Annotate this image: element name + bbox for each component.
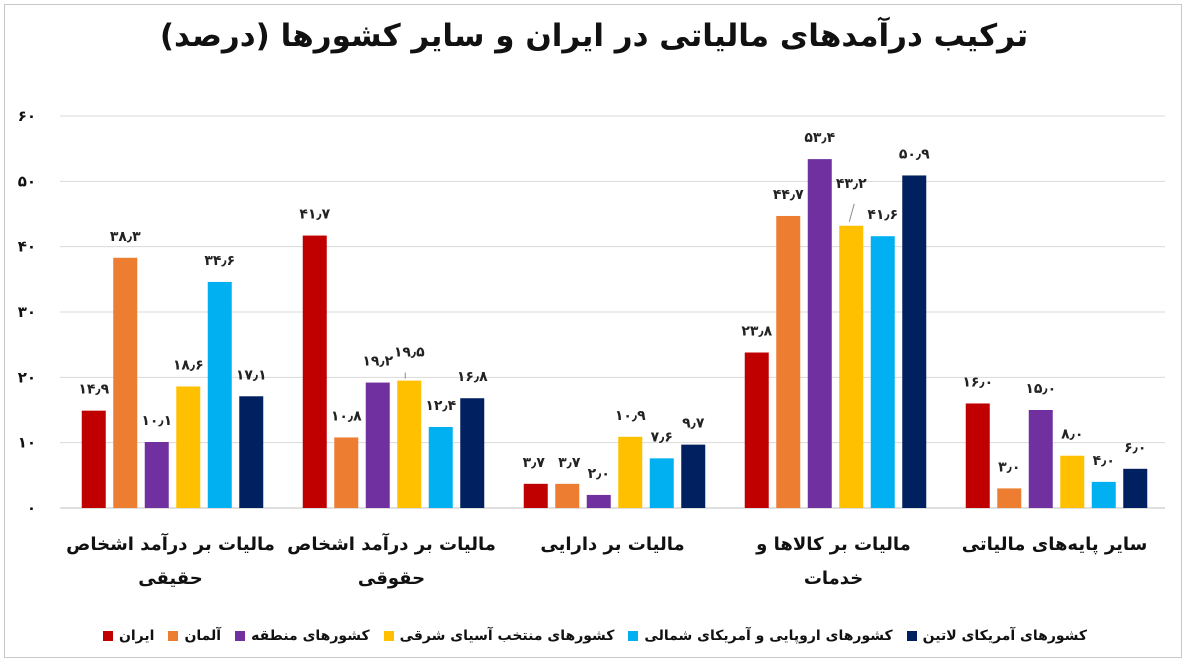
- legend-label: کشورهای آمریکای لاتین: [922, 628, 1088, 644]
- data-label: ۶٫۰: [1124, 440, 1146, 456]
- data-label: ۱۶٫۰: [962, 374, 993, 390]
- legend-swatch: [383, 631, 394, 641]
- legend-item: کشورهای آمریکای لاتین: [906, 628, 1088, 644]
- bar: [807, 159, 832, 508]
- bar: [649, 458, 674, 508]
- bar: [1123, 468, 1148, 508]
- data-label: ۲۳٫۸: [741, 324, 772, 340]
- legend-swatch: [168, 631, 179, 641]
- data-label: ۱۰٫۸: [331, 408, 362, 424]
- data-label: ۳٫۷: [558, 455, 581, 471]
- bar: [744, 352, 769, 508]
- category-label: مالیات بر درآمد اشخاص حقوقی: [287, 534, 496, 589]
- data-label: ۱۲٫۴: [425, 398, 456, 414]
- bar: [334, 437, 359, 508]
- data-label: ۴۱٫۶: [867, 207, 898, 223]
- chart-frame: [4, 4, 1182, 658]
- bar: [428, 426, 453, 508]
- data-label: ۱۶٫۸: [457, 369, 488, 385]
- data-label: ۱۷٫۱: [236, 367, 267, 383]
- y-tick-label: ۵۰: [18, 172, 36, 190]
- y-tick-label: ۰: [27, 499, 36, 517]
- legend-label: کشورهای اروپایی و آمریکای شمالی: [644, 628, 893, 644]
- chart-title: ترکیب درآمدهای مالیاتی در ایران و سایر ک…: [159, 18, 1029, 54]
- bar: [144, 442, 169, 508]
- bar: [586, 494, 611, 508]
- data-label: ۳۸٫۳: [110, 229, 141, 245]
- bar: [870, 236, 895, 509]
- category-label: مالیات بر دارایی: [540, 534, 685, 555]
- bar: [776, 215, 801, 508]
- bar: [902, 175, 927, 508]
- legend-item: کشورهای منتخب آسیای شرقی: [383, 628, 615, 644]
- data-label: ۱۹٫۲: [362, 354, 393, 370]
- bar: [397, 380, 422, 508]
- category-label: سایر پایه‌های مالیاتی: [961, 534, 1148, 555]
- data-label: ۵۰٫۹: [899, 146, 930, 162]
- legend-label: کشورهای منطقه: [251, 628, 370, 644]
- legend-item: کشورهای منطقه: [235, 628, 370, 644]
- y-tick-label: ۶۰: [18, 107, 36, 125]
- data-label: ۱۰٫۹: [615, 408, 646, 424]
- bar: [1060, 455, 1085, 508]
- category-label: مالیات بر کالاها و خدمات: [756, 534, 911, 589]
- y-tick-label: ۳۰: [18, 303, 36, 321]
- legend-item: کشورهای اروپایی و آمریکای شمالی: [628, 628, 893, 644]
- y-tick-label: ۱۰: [18, 434, 36, 452]
- data-label: ۱۹٫۵: [394, 345, 425, 361]
- legend-swatch: [102, 631, 113, 641]
- data-label: ۳٫۷: [523, 455, 546, 471]
- bar: [997, 488, 1022, 508]
- legend: ایران آلمان کشورهای منطقه کشورهای منتخب آسی…: [60, 622, 1130, 650]
- bar: [1091, 481, 1116, 508]
- data-label: ۴٫۰: [1093, 453, 1115, 469]
- bar: [965, 403, 990, 508]
- data-label: ۳۴٫۶: [204, 253, 235, 269]
- data-label: ۵۳٫۴: [804, 130, 835, 146]
- bar: [113, 257, 138, 508]
- legend-label: آلمان: [184, 628, 222, 644]
- bar: [239, 396, 264, 508]
- y-tick-label: ۲۰: [18, 368, 36, 386]
- bar: [81, 410, 106, 508]
- bar: [681, 444, 706, 508]
- legend-label: ایران: [118, 628, 155, 644]
- legend-item: ایران: [102, 628, 155, 644]
- bar: [302, 235, 327, 508]
- bar: [1028, 410, 1053, 508]
- bar: [176, 386, 201, 508]
- legend-item: آلمان: [168, 628, 221, 644]
- data-label: ۴۳٫۲: [836, 176, 867, 192]
- y-tick-label: ۴۰: [18, 238, 36, 256]
- bar: [207, 281, 232, 508]
- data-label: ۹٫۷: [682, 416, 705, 432]
- data-label: ۱۴٫۹: [78, 382, 109, 398]
- data-label: ۱۰٫۱: [141, 413, 172, 429]
- legend-swatch: [906, 631, 917, 641]
- data-label: ۴۴٫۷: [773, 187, 804, 203]
- data-label: ۴۱٫۷: [299, 207, 330, 223]
- legend-swatch: [235, 631, 246, 641]
- data-label: ۲٫۰: [588, 466, 610, 482]
- data-label: ۷٫۶: [651, 429, 673, 445]
- bar: [460, 398, 485, 508]
- category-label: مالیات بر درآمد اشخاص حقیقی: [66, 534, 275, 589]
- data-label: ۱۸٫۶: [173, 357, 204, 373]
- leader-line: [848, 203, 855, 222]
- legend-swatch: [628, 631, 639, 641]
- data-label: ۸٫۰: [1061, 427, 1083, 443]
- bar: [618, 436, 643, 508]
- data-label: ۳٫۰: [998, 459, 1020, 475]
- legend-label: کشورهای منتخب آسیای شرقی: [399, 628, 615, 644]
- data-label: ۱۵٫۰: [1025, 381, 1056, 397]
- bar: [839, 225, 864, 508]
- bar: [523, 483, 548, 508]
- bar: [555, 483, 580, 508]
- bar: [365, 382, 390, 508]
